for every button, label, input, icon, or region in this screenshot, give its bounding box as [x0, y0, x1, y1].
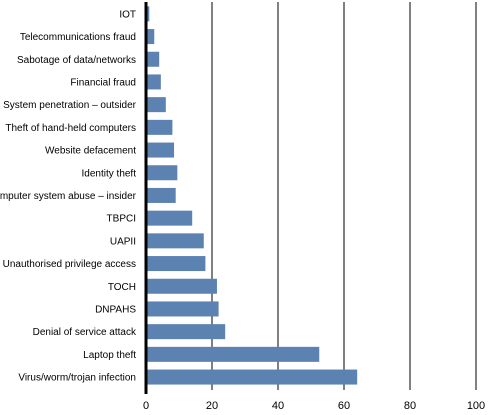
- category-label: TBPCI: [107, 214, 136, 225]
- x-tick-label: 80: [404, 400, 416, 412]
- category-label: Telecommunications fraud: [20, 32, 136, 43]
- category-label: Virus/worm/trojan infection: [18, 373, 136, 384]
- x-tick-label: 40: [272, 400, 284, 412]
- x-tick-label: 0: [143, 400, 149, 412]
- category-label: UAPII: [110, 236, 136, 247]
- bar: [146, 256, 206, 272]
- category-label: Laptop theft: [83, 350, 136, 361]
- bar: [146, 369, 358, 385]
- category-labels: IOT Telecommunications fraud Sabotage of d…: [0, 9, 137, 383]
- bar: [146, 51, 160, 67]
- category-label: Computer system abuse – insider: [0, 191, 137, 202]
- grid-lines: [211, 2, 477, 390]
- x-tick-label: 60: [338, 400, 350, 412]
- category-label: Sabotage of data/networks: [17, 55, 136, 66]
- category-label: Website defacement: [45, 146, 136, 157]
- bar: [146, 6, 150, 22]
- bar: [146, 278, 217, 294]
- bar: [146, 233, 204, 249]
- x-tick-label: 100: [467, 400, 485, 412]
- bar: [146, 119, 173, 135]
- bar: [146, 97, 166, 113]
- bar: [146, 142, 175, 158]
- category-label: Identity theft: [82, 168, 137, 179]
- bar: [146, 165, 178, 181]
- category-label: Unauthorised privilege access: [3, 259, 136, 270]
- category-label: DNPAHS: [95, 304, 136, 315]
- x-tick-labels: 0 20 40 60 80 100: [143, 400, 485, 412]
- x-tick-label: 20: [206, 400, 218, 412]
- bar: [146, 187, 176, 203]
- bars: [146, 6, 358, 385]
- bar: [146, 324, 226, 340]
- bar: [146, 210, 193, 226]
- bar: [146, 301, 219, 317]
- category-label: Theft of hand-held computers: [5, 123, 136, 134]
- category-label: TOCH: [108, 282, 136, 293]
- category-label: Denial of service attack: [33, 327, 137, 338]
- bar: [146, 29, 155, 45]
- category-label: System penetration – outsider: [3, 100, 137, 111]
- category-label: IOT: [119, 9, 136, 20]
- bar: [146, 346, 320, 362]
- bar: [146, 74, 161, 90]
- category-label: Financial fraud: [70, 77, 136, 88]
